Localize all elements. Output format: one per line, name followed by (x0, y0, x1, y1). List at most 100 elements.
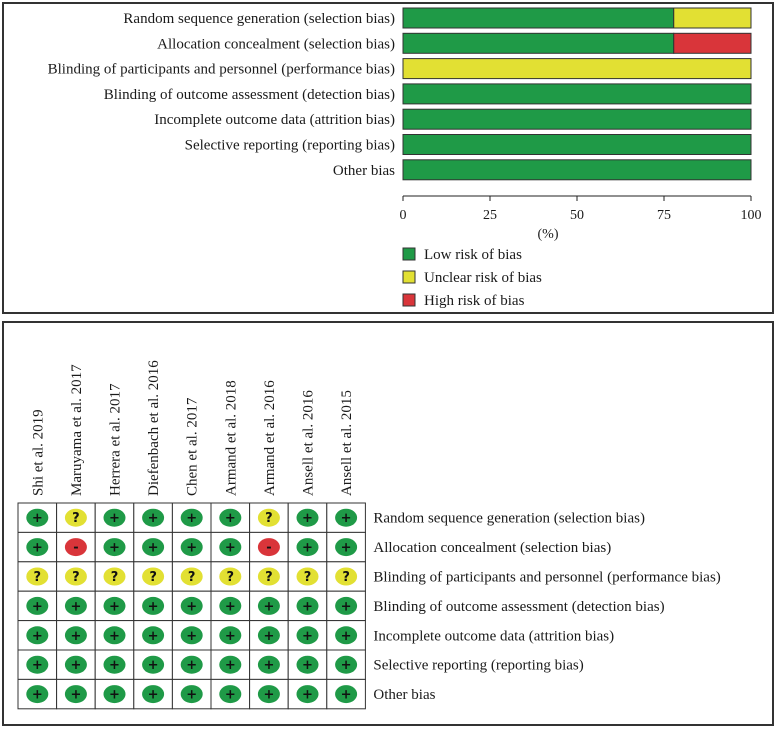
judgement-symbol: + (186, 541, 197, 556)
judgement-symbol: + (70, 629, 81, 644)
judgement-circle (64, 685, 87, 704)
judgement-symbol: + (186, 511, 197, 526)
bar-segment (673, 7, 752, 29)
legend-swatch (402, 247, 416, 261)
judgement-symbol: + (302, 511, 313, 526)
judgement-symbol: ? (265, 511, 273, 526)
judgement-circle (257, 596, 280, 615)
judgement-circle (296, 596, 319, 615)
judgement-symbol: + (186, 688, 197, 703)
judgement-circle (142, 538, 165, 557)
judgement-symbol: ? (149, 570, 157, 585)
judgement-circle (335, 655, 358, 674)
judgement-circle (180, 538, 203, 557)
judgement-symbol: ? (72, 511, 80, 526)
judgement-symbol: + (32, 599, 43, 614)
judgement-symbol: + (302, 599, 313, 614)
judgement-symbol: + (341, 688, 352, 703)
bar-category-label: Selective reporting (reporting bias) (185, 138, 395, 154)
study-label: Ansell et al. 2016 (301, 390, 317, 496)
judgement-circle (335, 567, 358, 586)
legend-swatch (402, 270, 416, 284)
bar-segment (402, 108, 752, 130)
judgement-circle (257, 626, 280, 645)
judgement-symbol: ? (304, 570, 312, 585)
judgement-symbol: + (341, 629, 352, 644)
bar-segment (402, 134, 752, 155)
x-tick-label: 25 (483, 208, 497, 223)
judgement-circle (335, 508, 358, 527)
bar-category-label: Other bias (333, 163, 395, 179)
bar-segment (402, 159, 752, 181)
judgement-symbol: + (302, 658, 313, 673)
domain-label: Other bias (373, 687, 435, 703)
judgement-circle (219, 685, 242, 704)
study-label: Armand et al. 2016 (262, 380, 278, 496)
study-label: Herrera et al. 2017 (108, 383, 124, 496)
x-tick-label: 100 (741, 208, 762, 223)
judgement-circle (64, 655, 87, 674)
judgement-symbol: + (32, 688, 43, 703)
bar-segment (673, 32, 752, 54)
judgement-circle (64, 567, 87, 586)
judgement-circle (257, 685, 280, 704)
domain-label: Blinding of outcome assessment (detectio… (373, 599, 664, 615)
judgement-circle (64, 626, 87, 645)
judgement-circle (26, 626, 49, 645)
judgement-circle (180, 685, 203, 704)
judgement-circle (103, 655, 126, 674)
judgement-circle (26, 567, 49, 586)
judgement-symbol: + (225, 658, 236, 673)
judgement-circle (296, 567, 319, 586)
judgement-circle (296, 685, 319, 704)
judgement-symbol: + (109, 599, 120, 614)
judgement-circle (64, 508, 87, 527)
bar-category-label: Random sequence generation (selection bi… (123, 11, 395, 27)
judgement-symbol: + (109, 629, 120, 644)
judgement-circle (219, 567, 242, 586)
study-label: Ansell et al. 2015 (339, 390, 355, 496)
domain-label: Incomplete outcome data (attrition bias) (373, 628, 614, 644)
judgement-symbol: + (302, 688, 313, 703)
judgement-symbol: + (109, 511, 120, 526)
judgement-symbol: + (263, 658, 274, 673)
judgement-circle (26, 538, 49, 557)
bar-segment (402, 83, 752, 105)
judgement-circle (142, 626, 165, 645)
legend-label: High risk of bias (424, 293, 525, 309)
judgement-circle (180, 567, 203, 586)
judgement-circle (257, 567, 280, 586)
judgement-symbol: + (225, 629, 236, 644)
judgement-circle (335, 596, 358, 615)
judgement-circle (180, 626, 203, 645)
grid-cell (133, 502, 173, 533)
judgement-circle (103, 596, 126, 615)
judgement-symbol: + (109, 688, 120, 703)
judgement-symbol: + (341, 599, 352, 614)
study-label: Shi et al. 2019 (30, 409, 46, 496)
legend-swatch (402, 293, 416, 307)
judgement-circle (296, 655, 319, 674)
judgement-symbol: + (70, 688, 81, 703)
judgement-symbol: + (341, 541, 352, 556)
judgement-circle (219, 538, 242, 557)
bar-category-label: Blinding of outcome assessment (detectio… (104, 87, 395, 103)
bar-category-label: Blinding of participants and personnel (… (48, 62, 395, 78)
legend-label: Unclear risk of bias (424, 270, 542, 286)
bar-segment (402, 58, 752, 80)
risk-of-bias-graph-panel (2, 2, 774, 314)
judgement-symbol: + (32, 629, 43, 644)
grid-cell (326, 678, 366, 710)
judgement-symbol: + (148, 629, 159, 644)
judgement-symbol: - (73, 541, 78, 556)
judgement-symbol: ? (265, 570, 273, 585)
judgement-symbol: ? (188, 570, 196, 585)
bar-category-label: Allocation concealment (selection bias) (157, 36, 395, 52)
judgement-symbol: ? (111, 570, 119, 585)
judgement-symbol: ? (72, 570, 80, 585)
x-tick-label: 0 (400, 208, 407, 223)
x-axis-label: (%) (538, 227, 559, 242)
domain-label: Blinding of participants and personnel (… (373, 570, 720, 586)
judgement-circle (103, 538, 126, 557)
